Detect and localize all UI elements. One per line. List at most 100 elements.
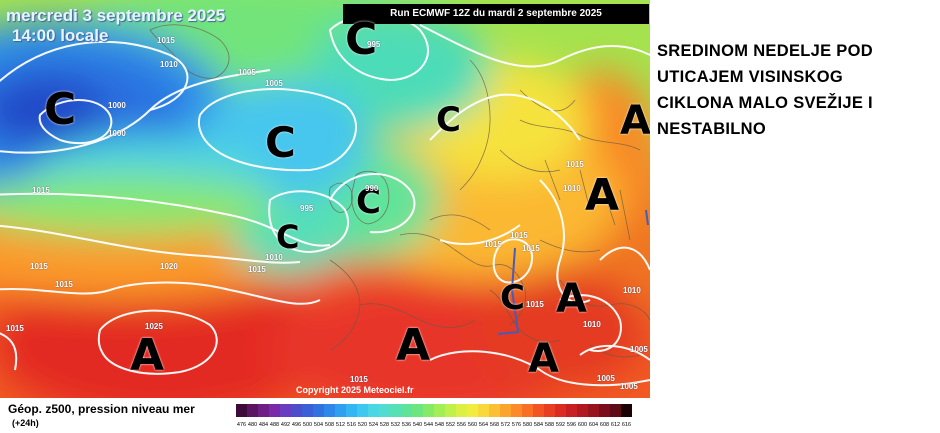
scale-tick-label: 572	[501, 422, 510, 428]
scale-swatch	[324, 404, 336, 417]
legend-subtitle: (+24h)	[12, 418, 39, 428]
scale-tick-label: 548	[435, 422, 444, 428]
scale-tick-label: 536	[402, 422, 411, 428]
scale-swatch	[544, 404, 556, 417]
scale-tick-label: 580	[523, 422, 532, 428]
scale-swatch	[566, 404, 578, 417]
scale-tick-label: 576	[512, 422, 521, 428]
geopotential-field	[0, 0, 650, 398]
scale-swatch	[379, 404, 391, 417]
scale-swatch	[456, 404, 468, 417]
headline-line: CIKLONA MALO SVEŽIJE I	[657, 94, 873, 112]
scale-swatch	[258, 404, 270, 417]
scale-tick-label: 492	[281, 422, 290, 428]
scale-swatch	[577, 404, 589, 417]
isobar-label: 1010	[583, 320, 601, 329]
scale-tick-label: 568	[490, 422, 499, 428]
isobar-label: 1005	[597, 374, 615, 383]
scale-swatch	[346, 404, 358, 417]
scale-tick-label: 564	[479, 422, 488, 428]
low-pressure-symbol: C	[436, 100, 461, 140]
isobar-label: 1025	[145, 322, 163, 331]
isobar-label: 1005	[238, 68, 256, 77]
isobar-label: 1005	[630, 345, 648, 354]
isobar-label: 1000	[108, 129, 126, 138]
scale-tick-label: 552	[446, 422, 455, 428]
scale-swatch	[489, 404, 501, 417]
isobar-label: 1010	[563, 184, 581, 193]
scale-swatch	[280, 404, 292, 417]
headline-line: UTICAJEM VISINSKOG	[657, 68, 844, 86]
isobar-label: 1015	[566, 160, 584, 169]
scale-tick-label: 524	[369, 422, 378, 428]
isobar-label: 1010	[623, 286, 641, 295]
high-pressure-symbol: A	[130, 330, 165, 381]
scale-swatch	[478, 404, 490, 417]
model-run-banner: Run ECMWF 12Z du mardi 2 septembre 2025	[343, 4, 649, 24]
scale-swatch	[357, 404, 369, 417]
scale-swatch	[236, 404, 248, 417]
scale-swatch	[533, 404, 545, 417]
scale-swatch	[599, 404, 611, 417]
isobar-label: 1005	[620, 382, 638, 391]
copyright-notice: Copyright 2025 Meteociel.fr	[296, 385, 414, 395]
scale-tick-label: 612	[611, 422, 620, 428]
scale-tick-label: 488	[270, 422, 279, 428]
isobar-label: 1015	[30, 262, 48, 271]
scale-swatch	[291, 404, 303, 417]
scale-tick-label: 560	[468, 422, 477, 428]
isobar-label: 1015	[157, 36, 175, 45]
scale-swatch	[412, 404, 424, 417]
isobar-label: 1015	[522, 244, 540, 253]
scale-swatch	[588, 404, 600, 417]
scale-tick-label: 528	[380, 422, 389, 428]
scale-swatch	[302, 404, 314, 417]
scale-swatch	[269, 404, 281, 417]
forecast-date-label: mercredi 3 septembre 2025	[6, 6, 226, 25]
isobar-label: 1020	[160, 262, 178, 271]
isobar-label: 1015	[248, 265, 266, 274]
scale-swatch	[247, 404, 259, 417]
scale-tick-label: 608	[600, 422, 609, 428]
scale-tick-label: 544	[424, 422, 433, 428]
scale-tick-label: 540	[413, 422, 422, 428]
isobar-label: 1015	[510, 231, 528, 240]
scale-tick-label: 616	[622, 422, 631, 428]
scale-swatch	[335, 404, 347, 417]
headline-line: NESTABILNO	[657, 120, 767, 138]
scale-swatch	[555, 404, 567, 417]
low-pressure-symbol: C	[500, 278, 525, 318]
scale-tick-label: 496	[292, 422, 301, 428]
scale-tick-label: 600	[578, 422, 587, 428]
isobar-label: 1015	[350, 375, 368, 384]
isobar-label: 995	[300, 204, 314, 213]
scale-swatch	[434, 404, 446, 417]
scale-tick-label: 584	[534, 422, 543, 428]
isobar-label: 1015	[526, 300, 544, 309]
scale-tick-label: 500	[303, 422, 312, 428]
low-pressure-symbol: C	[356, 182, 381, 222]
isobar-label: 1015	[32, 186, 50, 195]
high-pressure-symbol: A	[585, 170, 620, 221]
scale-tick-label: 480	[248, 422, 257, 428]
scale-swatch	[621, 404, 632, 417]
isobar-label: 1015	[6, 324, 24, 333]
weather-map: mercredi 3 septembre 2025 14:00 locale R…	[0, 0, 650, 398]
headline-text: SREDINOM NEDELJE POD UTICAJEM VISINSKOG …	[657, 38, 937, 142]
scale-swatch	[423, 404, 435, 417]
forecast-time-label: 14:00 locale	[12, 26, 109, 45]
scale-tick-label: 516	[347, 422, 356, 428]
isobar-label: 1010	[160, 60, 178, 69]
scale-tick-label: 512	[336, 422, 345, 428]
scale-tick-label: 592	[556, 422, 565, 428]
scale-tick-label: 508	[325, 422, 334, 428]
low-pressure-symbol: C	[44, 84, 77, 135]
scale-tick-label: 504	[314, 422, 323, 428]
scale-swatch	[445, 404, 457, 417]
scale-tick-label: 484	[259, 422, 268, 428]
high-pressure-symbol: A	[556, 276, 587, 322]
isobar-label: 1015	[55, 280, 73, 289]
scale-swatch	[467, 404, 479, 417]
scale-swatch	[511, 404, 523, 417]
scale-tick-label: 588	[545, 422, 554, 428]
